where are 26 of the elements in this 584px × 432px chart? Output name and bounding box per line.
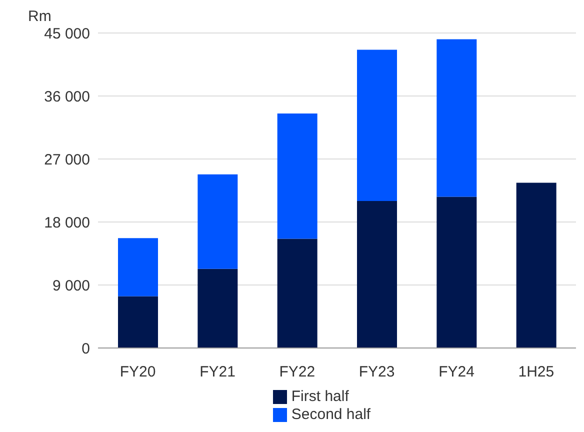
y-tick-label: 27 000 bbox=[44, 151, 90, 168]
bar bbox=[118, 296, 158, 348]
legend-label: First half bbox=[291, 388, 349, 405]
bar bbox=[198, 174, 238, 269]
x-tick-label: FY23 bbox=[358, 364, 395, 381]
x-tick-label: FY21 bbox=[200, 364, 236, 381]
y-tick-label: 36 000 bbox=[44, 88, 90, 106]
x-tick-label: FY22 bbox=[279, 364, 316, 381]
y-tick-label: 0 bbox=[82, 340, 90, 358]
y-tick-label: 18 000 bbox=[44, 214, 90, 232]
y-tick-label: 45 000 bbox=[44, 25, 90, 42]
bar bbox=[118, 238, 158, 296]
bar bbox=[357, 50, 397, 201]
x-tick-label: FY20 bbox=[120, 364, 156, 381]
bar bbox=[198, 268, 238, 348]
y-axis-title: Rm bbox=[28, 8, 52, 25]
bar bbox=[277, 238, 318, 348]
x-tick-label: 1H25 bbox=[518, 364, 554, 381]
bar bbox=[436, 39, 477, 197]
bar bbox=[277, 114, 318, 239]
bar bbox=[516, 182, 556, 348]
bar bbox=[357, 201, 397, 348]
y-tick-label: 9 000 bbox=[52, 277, 90, 294]
bar bbox=[436, 196, 477, 348]
x-tick-label: FY24 bbox=[438, 364, 474, 381]
legend-label: Second half bbox=[291, 406, 371, 423]
